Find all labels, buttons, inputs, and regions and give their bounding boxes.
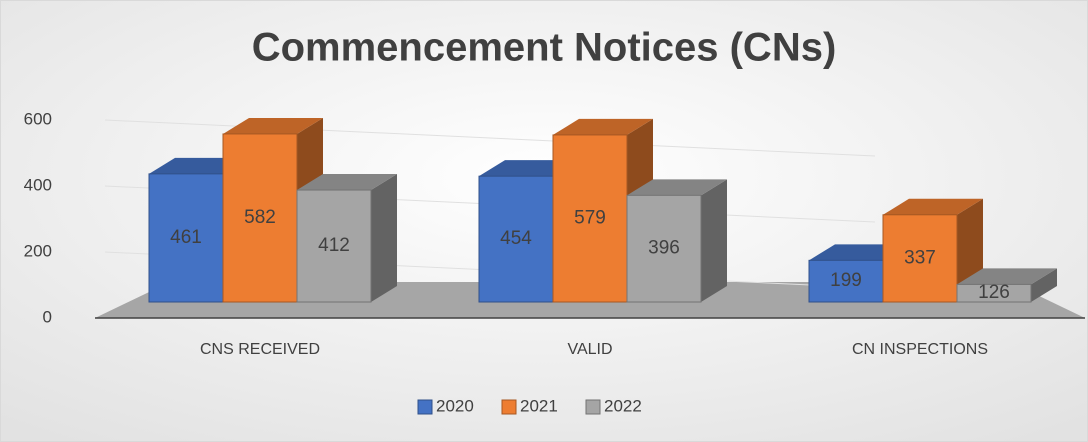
legend: 2020 2021 2022 bbox=[417, 396, 642, 415]
x-tick-label: VALID bbox=[567, 341, 612, 358]
data-label: 582 bbox=[244, 207, 276, 228]
bars: 461 582 412 454 579 396 199 337 126 bbox=[148, 117, 1057, 303]
bar-front bbox=[478, 175, 554, 303]
legend-swatch bbox=[417, 399, 433, 415]
bar-front bbox=[626, 194, 702, 303]
data-label: 396 bbox=[648, 238, 680, 259]
chart-title: Commencement Notices (CNs) bbox=[252, 26, 837, 70]
bar bbox=[296, 174, 397, 303]
legend-label: 2020 bbox=[436, 396, 474, 415]
bar-top bbox=[957, 268, 1057, 285]
bar-front bbox=[808, 259, 884, 303]
grid-line bbox=[104, 119, 876, 157]
legend-label: 2021 bbox=[520, 396, 558, 415]
bar bbox=[882, 198, 983, 303]
data-label: 461 bbox=[170, 227, 202, 248]
bar-side bbox=[701, 179, 727, 302]
x-tick-label: CNS RECEIVED bbox=[200, 341, 320, 358]
bar-side bbox=[1031, 268, 1057, 302]
data-label: 579 bbox=[574, 207, 606, 228]
bar bbox=[956, 268, 1057, 303]
data-label: 412 bbox=[318, 235, 350, 256]
bar-top bbox=[223, 117, 323, 134]
y-tick-label: 400 bbox=[24, 175, 52, 194]
bar-front bbox=[148, 173, 224, 303]
bar-top bbox=[553, 118, 653, 135]
legend-label: 2022 bbox=[604, 396, 642, 415]
y-tick-label: 600 bbox=[24, 109, 52, 128]
data-label: 126 bbox=[978, 282, 1010, 303]
data-label: 454 bbox=[500, 228, 532, 249]
bar bbox=[626, 179, 727, 303]
bar-top bbox=[627, 179, 727, 196]
y-tick-label: 200 bbox=[24, 241, 52, 260]
bar-front bbox=[956, 283, 1032, 303]
bar-top bbox=[297, 174, 397, 191]
data-label: 337 bbox=[904, 247, 936, 268]
data-label: 199 bbox=[830, 270, 862, 291]
y-tick-label: 0 bbox=[43, 307, 52, 326]
bar-side bbox=[371, 174, 397, 302]
bar-front bbox=[296, 189, 372, 303]
x-tick-label: CN INSPECTIONS bbox=[852, 341, 988, 358]
legend-swatch bbox=[585, 399, 601, 415]
bar-front bbox=[552, 134, 628, 303]
bar-front bbox=[882, 214, 958, 303]
bar-front bbox=[222, 133, 298, 303]
bar-top bbox=[883, 198, 983, 215]
legend-swatch bbox=[501, 399, 517, 415]
